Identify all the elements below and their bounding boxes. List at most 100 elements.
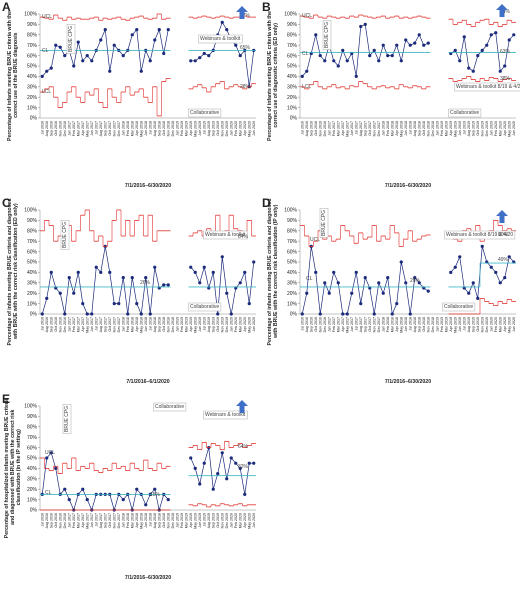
data-point <box>252 461 256 465</box>
annotation-box <box>153 402 187 412</box>
improvement-arrow <box>236 6 248 19</box>
data-point <box>189 59 193 63</box>
x-tick-label: Jul 2019 <box>462 317 466 331</box>
x-tick-label: Apr 2019 <box>449 317 453 332</box>
x-tick-label: Nov 2018 <box>166 121 170 136</box>
x-tick-label: Jun 2018 <box>144 121 148 136</box>
y-tick-label: 40% <box>287 74 298 80</box>
panel-letter: A <box>2 0 11 14</box>
data-point <box>193 270 197 274</box>
x-tick-label: Sep 2018 <box>417 317 421 332</box>
data-point <box>399 260 403 264</box>
data-point <box>121 276 125 280</box>
y-tick-label: 40% <box>27 466 38 472</box>
y-tick-label: 30% <box>287 281 298 287</box>
x-tick-label: Nov 2017 <box>112 513 116 528</box>
data-point <box>162 283 166 287</box>
x-axis-title: 7/1/2016–6/30/2020 <box>125 183 171 189</box>
data-point <box>494 31 498 35</box>
data-line <box>41 28 169 77</box>
x-tick-label: Apr 2017 <box>81 513 85 528</box>
data-point <box>76 270 80 274</box>
y-tick-label: 60% <box>287 53 298 59</box>
x-tick-label: Jan 2017 <box>67 513 71 528</box>
y-tick-label: 10% <box>27 301 38 307</box>
x-tick-label: May 2020 <box>507 121 511 137</box>
x-tick-label: Oct 2016 <box>54 513 58 528</box>
data-point <box>408 43 412 47</box>
y-tick-label: 0% <box>30 508 38 514</box>
x-tick-label: Oct 2018 <box>162 317 166 332</box>
y-tick-label: 80% <box>287 33 298 39</box>
annotation-box <box>444 230 516 240</box>
x-tick-label: Aug 2018 <box>153 121 157 136</box>
annotation-box <box>319 208 329 238</box>
x-tick-label: Mar 2018 <box>130 317 134 332</box>
data-point <box>225 291 229 295</box>
data-point <box>67 276 71 280</box>
x-tick-label: Sep 2018 <box>157 513 161 528</box>
x-tick-label: Jun 2017 <box>350 121 354 136</box>
x-tick-label: Apr 2020 <box>503 121 507 136</box>
x-tick-label: Feb 2018 <box>386 121 390 136</box>
y-axis-title: Percentage of hospitalized infants meeti… <box>4 398 22 538</box>
x-tick-label: Oct 2017 <box>368 317 372 332</box>
x-tick-label: Jun 2018 <box>404 121 408 136</box>
x-tick-label: May 2019 <box>193 513 197 529</box>
data-point <box>332 270 336 274</box>
x-tick-label: May 2017 <box>85 121 89 137</box>
annotation: Collaborative <box>190 304 219 310</box>
y-tick-label: 90% <box>287 218 298 224</box>
annotation: 97% <box>240 13 251 19</box>
y-tick-label: 50% <box>287 64 298 70</box>
x-tick-label: Feb 2019 <box>440 121 444 136</box>
data-point <box>85 54 89 58</box>
data-point <box>198 281 202 285</box>
x-tick-label: May 2019 <box>453 121 457 137</box>
y-tick-label: 70% <box>287 43 298 49</box>
x-tick-label: Nov 2016 <box>318 121 322 136</box>
x-tick-label: Feb 2017 <box>332 317 336 332</box>
x-tick-label: Aug 2016 <box>45 513 49 528</box>
x-tick-label: Sep 2019 <box>211 121 215 136</box>
x-tick-label: Jul 2017 <box>94 317 98 331</box>
x-tick-label: Jul 2019 <box>202 121 206 135</box>
data-point <box>207 54 211 58</box>
x-tick-label: Jun 2019 <box>198 513 202 528</box>
annotation-box <box>454 82 520 92</box>
y-tick-label: 60% <box>27 445 38 451</box>
x-tick-label: Nov 2018 <box>426 317 430 332</box>
data-point <box>247 302 251 306</box>
data-point <box>494 270 498 274</box>
data-point <box>108 69 112 73</box>
x-tick-label: Jun 2017 <box>90 121 94 136</box>
data-point <box>386 54 390 58</box>
data-point <box>453 265 457 269</box>
data-point <box>458 59 462 63</box>
data-point <box>390 54 394 58</box>
y-tick-label: 50% <box>27 456 38 462</box>
x-tick-label: Nov 2017 <box>372 121 376 136</box>
x-tick-label: Mar 2020 <box>498 121 502 136</box>
x-tick-label: Jan 2018 <box>121 317 125 332</box>
x-tick-label: Aug 2017 <box>99 317 103 332</box>
y-tick-label: 20% <box>27 95 38 101</box>
x-tick-label: Jun 2019 <box>458 317 462 332</box>
data-point <box>476 54 480 58</box>
x-tick-label: Aug 2016 <box>45 317 49 332</box>
data-point <box>49 451 53 455</box>
x-tick-label: Dec 2018 <box>171 317 175 332</box>
annotation-box <box>188 302 222 312</box>
annotation: Webinars & toolkit 8/19 & 4/20 <box>446 232 513 238</box>
y-tick-label: 30% <box>287 85 298 91</box>
panel-letter: C <box>2 196 11 210</box>
x-tick-label: Nov 2019 <box>220 513 224 528</box>
data-point <box>49 270 53 274</box>
data-point <box>220 451 224 455</box>
annotation: CL <box>302 51 309 57</box>
y-tick-label: 70% <box>27 435 38 441</box>
x-tick-label: Mar 2019 <box>184 121 188 136</box>
data-point <box>90 59 94 63</box>
y-tick-label: 90% <box>287 22 298 28</box>
